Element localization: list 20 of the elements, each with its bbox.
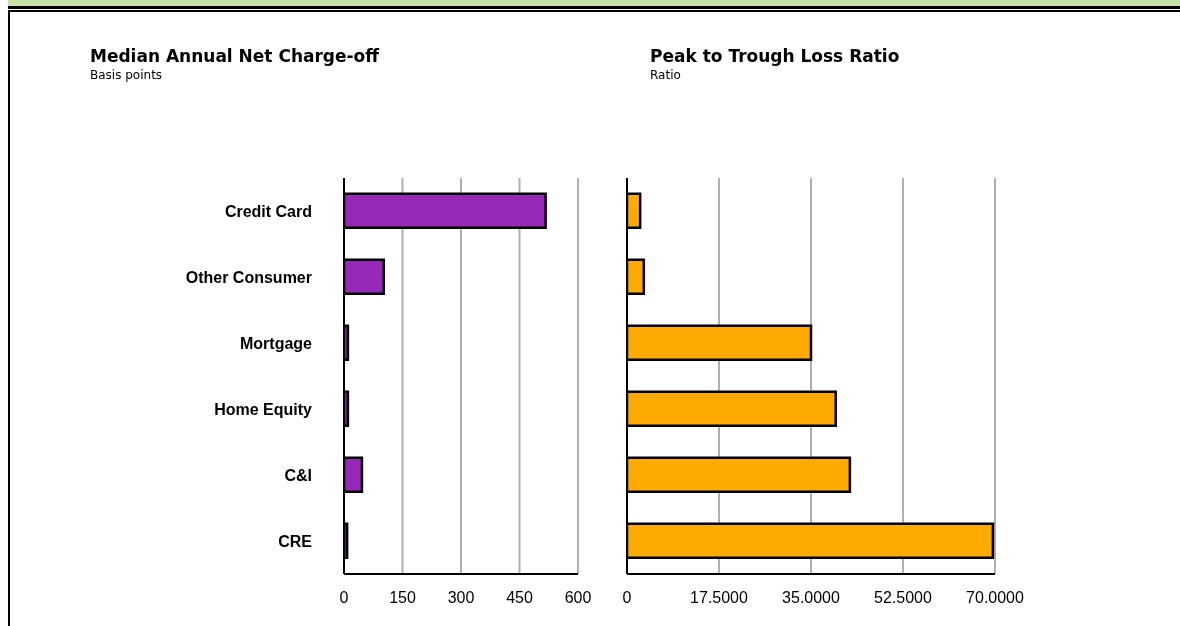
text: Basis points: [90, 68, 163, 82]
x-tick-label: 300: [447, 589, 475, 607]
x-tick-label: 17.5000: [690, 589, 749, 607]
chart-subtitle: Ratio: [650, 68, 681, 82]
y-tick-label: Credit Card: [224, 202, 312, 220]
chart-title: Median Annual Net Charge-off: [90, 46, 380, 66]
y-tick-label: Mortgage: [240, 334, 313, 352]
x-tick-label: 150: [389, 589, 416, 607]
x-tick-label: 0: [339, 589, 349, 607]
x-tick-label: 70.0000: [966, 589, 1025, 607]
y-tick-label: C&I: [284, 466, 312, 484]
x-tick-label: 450: [506, 589, 533, 607]
x-tick-label: 52.5000: [874, 589, 933, 607]
x-tick-label: 0: [622, 589, 632, 607]
chart-title: Peak to Trough Loss Ratio: [650, 46, 900, 66]
y-tick-label: Home Equity: [214, 400, 313, 418]
y-tick-label: Other Consumer: [185, 268, 312, 286]
y-tick-label: CRE: [278, 532, 313, 550]
x-tick-label: 600: [564, 589, 592, 607]
x-tick-label: 35.0000: [782, 589, 841, 607]
